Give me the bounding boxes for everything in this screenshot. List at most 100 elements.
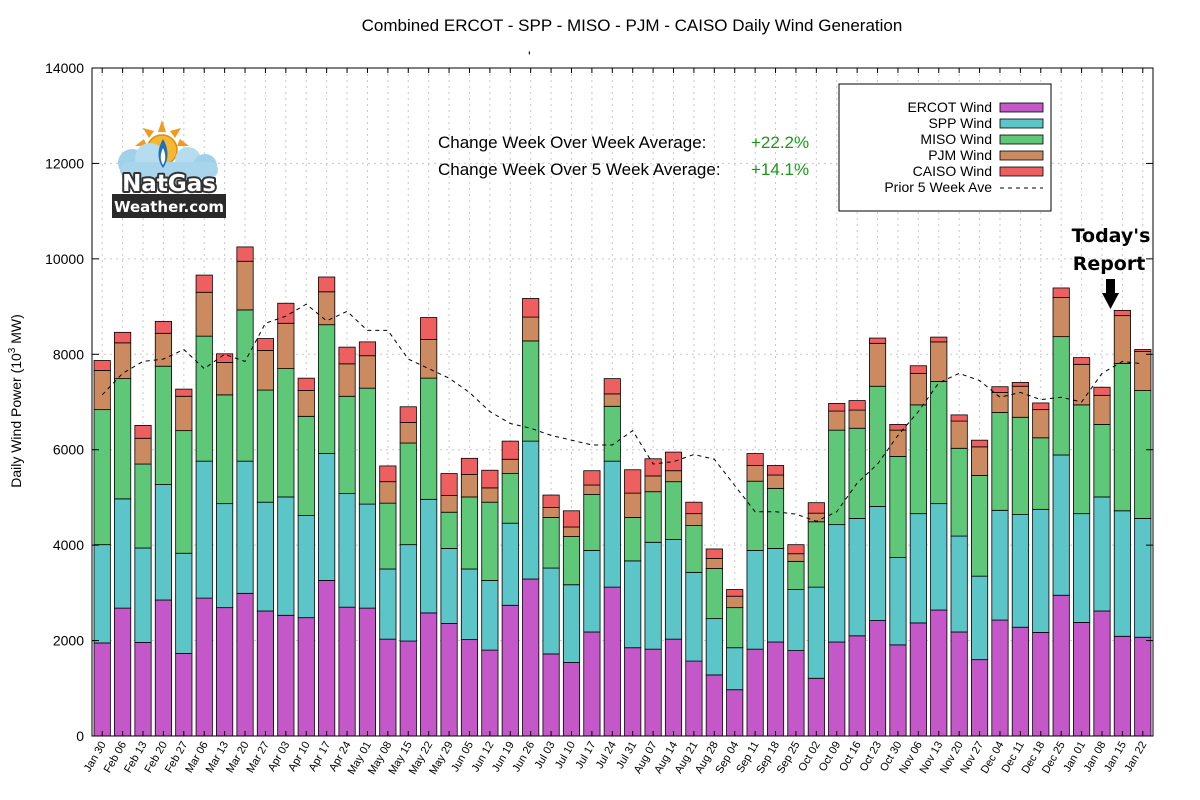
bar-spp-wind-jun-19 xyxy=(501,522,519,606)
bar-miso-wind-aug-28 xyxy=(705,568,723,620)
bar-pjm-wind-oct-09 xyxy=(828,410,846,431)
bar-spp-wind-jul-10 xyxy=(562,584,581,663)
bar-caiso-wind-nov-06 xyxy=(909,365,927,374)
bar-spp-wind-aug-21 xyxy=(685,571,703,662)
bar-caiso-wind-dec-18 xyxy=(1032,402,1050,411)
bar-spp-wind-nov-27 xyxy=(971,575,989,661)
bar-miso-wind-apr-10 xyxy=(297,415,315,516)
bar-caiso-wind-jun-05 xyxy=(460,457,479,475)
bar-pjm-wind-sep-25 xyxy=(787,553,805,562)
bar-caiso-wind-oct-09 xyxy=(828,403,846,412)
bar-spp-wind-jul-31 xyxy=(624,560,642,649)
bar-miso-wind-jul-17 xyxy=(583,494,601,551)
bar-pjm-wind-jan-22 xyxy=(1134,351,1152,391)
bar-spp-wind-mar-13 xyxy=(216,503,234,609)
legend-label: ERCOT Wind xyxy=(907,99,992,115)
bar-ercot-wind-jul-17 xyxy=(583,631,601,737)
bar-miso-wind-oct-30 xyxy=(889,455,907,558)
bar-spp-wind-jan-30 xyxy=(93,544,111,644)
bar-caiso-wind-dec-04 xyxy=(991,386,1009,393)
bar-miso-wind-jun-19 xyxy=(501,473,519,524)
bar-ercot-wind-jun-12 xyxy=(481,649,499,737)
bar-spp-wind-jun-12 xyxy=(481,580,499,651)
y-tick-label: 12000 xyxy=(45,155,84,171)
bar-ercot-wind-apr-17 xyxy=(318,580,336,737)
bar-pjm-wind-jul-17 xyxy=(583,484,601,495)
bar-spp-wind-may-01 xyxy=(358,503,377,609)
bar-pjm-wind-jun-26 xyxy=(522,316,540,342)
bar-spp-wind-jan-08 xyxy=(1093,496,1111,612)
bar-ercot-wind-jul-31 xyxy=(624,647,642,737)
bar-spp-wind-may-22 xyxy=(420,498,438,614)
bar-spp-wind-feb-20 xyxy=(154,484,172,601)
bar-caiso-wind-feb-06 xyxy=(114,331,132,344)
bar-caiso-wind-oct-02 xyxy=(807,502,825,514)
bar-pjm-wind-jan-08 xyxy=(1093,394,1111,425)
bar-pjm-wind-may-22 xyxy=(420,339,438,379)
bar-pjm-wind-dec-18 xyxy=(1032,409,1050,439)
legend-label: PJM Wind xyxy=(928,147,992,163)
bar-pjm-wind-nov-20 xyxy=(950,420,968,449)
bar-ercot-wind-sep-11 xyxy=(746,648,764,737)
bar-miso-wind-nov-27 xyxy=(971,475,989,577)
bar-pjm-wind-jul-31 xyxy=(624,492,642,518)
bar-spp-wind-oct-09 xyxy=(828,524,846,643)
bar-miso-wind-jan-08 xyxy=(1093,424,1111,498)
bar-caiso-wind-mar-20 xyxy=(236,246,254,262)
legend-swatch xyxy=(999,166,1044,177)
bar-caiso-wind-feb-20 xyxy=(154,320,172,334)
bar-spp-wind-apr-03 xyxy=(277,496,295,616)
bar-ercot-wind-nov-13 xyxy=(930,609,948,737)
bar-spp-wind-mar-27 xyxy=(256,501,274,612)
bar-ercot-wind-jul-03 xyxy=(542,653,560,737)
legend-label: Prior 5 Week Ave xyxy=(884,179,992,195)
bar-spp-wind-jun-05 xyxy=(460,568,479,641)
bar-spp-wind-feb-27 xyxy=(175,552,193,654)
legend-swatch xyxy=(999,118,1044,129)
chart-title: Combined ERCOT - SPP - MISO - PJM - CAIS… xyxy=(362,16,903,35)
bar-miso-wind-may-01 xyxy=(358,387,377,505)
bar-caiso-wind-oct-30 xyxy=(889,424,907,431)
bar-caiso-wind-jul-10 xyxy=(562,510,581,528)
bar-caiso-wind-jan-08 xyxy=(1093,386,1111,396)
bar-pjm-wind-apr-17 xyxy=(318,291,336,326)
bar-miso-wind-feb-27 xyxy=(175,430,193,554)
prior-5-week-ave-line xyxy=(101,303,1143,522)
bar-ercot-wind-apr-24 xyxy=(338,606,356,737)
bar-ercot-wind-jan-15 xyxy=(1113,635,1131,737)
bar-spp-wind-oct-30 xyxy=(889,557,907,646)
logo-line1: NatGas xyxy=(122,171,216,197)
today-label-line2: Report xyxy=(1073,253,1146,275)
wow-value: +22.2% xyxy=(751,133,809,152)
bar-pjm-wind-feb-06 xyxy=(114,342,132,380)
bar-miso-wind-sep-18 xyxy=(766,487,785,549)
bar-miso-wind-may-08 xyxy=(379,502,397,570)
bar-pjm-wind-oct-02 xyxy=(807,512,825,523)
bar-spp-wind-may-15 xyxy=(399,544,417,642)
title-dot: ' xyxy=(528,48,531,64)
bar-ercot-wind-dec-18 xyxy=(1032,632,1050,737)
bar-miso-wind-feb-06 xyxy=(114,378,132,500)
legend-label: MISO Wind xyxy=(920,131,992,147)
bar-pjm-wind-aug-07 xyxy=(644,475,662,493)
bar-caiso-wind-aug-07 xyxy=(644,458,662,477)
bar-ercot-wind-may-29 xyxy=(440,622,458,737)
bar-miso-wind-apr-24 xyxy=(338,395,356,495)
bar-miso-wind-jun-05 xyxy=(460,496,479,570)
bar-miso-wind-jan-15 xyxy=(1113,362,1131,512)
bar-pjm-wind-dec-11 xyxy=(1011,385,1029,418)
bar-pjm-wind-sep-04 xyxy=(726,595,744,609)
bar-ercot-wind-aug-28 xyxy=(705,674,723,737)
bar-spp-wind-sep-25 xyxy=(787,589,805,651)
bar-pjm-wind-jan-15 xyxy=(1113,315,1131,364)
bar-pjm-wind-jul-24 xyxy=(603,393,621,407)
bar-miso-wind-aug-21 xyxy=(685,525,703,573)
bar-miso-wind-jul-03 xyxy=(542,517,560,569)
bar-spp-wind-aug-28 xyxy=(705,618,723,676)
bar-ercot-wind-oct-30 xyxy=(889,644,907,737)
bar-caiso-wind-jan-30 xyxy=(93,360,111,371)
bar-miso-wind-dec-25 xyxy=(1052,336,1070,456)
bar-ercot-wind-jan-01 xyxy=(1073,622,1091,737)
